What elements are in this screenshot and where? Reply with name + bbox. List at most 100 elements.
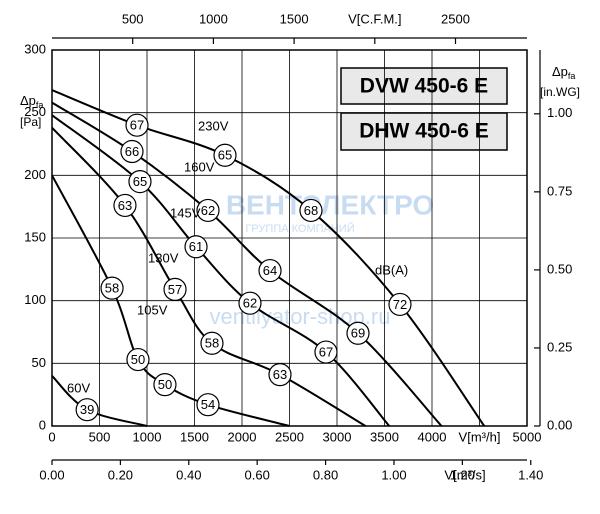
x2-tick-label: V[C.F.M.]: [348, 11, 401, 26]
x3-tick-label: 1.00: [381, 467, 406, 482]
noise-label: 63: [273, 367, 287, 382]
x3-tick-label: 0.60: [245, 467, 270, 482]
voltage-label: 160V: [184, 159, 215, 174]
noise-point: [75, 398, 99, 422]
noise-point: [213, 143, 237, 167]
y-label: Δpfa: [20, 93, 43, 110]
x2-tick-label: 500: [122, 11, 144, 26]
x-tick-label: V[m³/h]: [459, 429, 501, 444]
y-tick-label: 0: [39, 417, 46, 432]
x-tick-label: 5000: [513, 429, 542, 444]
y2-label-symbol: Δp: [552, 64, 568, 79]
noise-point: [126, 347, 150, 372]
y-tick-label: 50: [32, 355, 46, 370]
x3-tick-label: 0.00: [39, 467, 64, 482]
noise-label: 57: [168, 282, 182, 297]
noise-point: [196, 393, 220, 417]
y-tick-label: 150: [24, 229, 46, 244]
y-label-unit: [Pa]: [20, 115, 41, 129]
voltage-label: 230V: [198, 118, 229, 133]
noise-point: [100, 276, 124, 300]
x3-tick-label: 0.80: [313, 467, 338, 482]
noise-label: 54: [201, 397, 215, 412]
noise-point: [346, 321, 370, 345]
x2-tick-label: 1500: [280, 11, 309, 26]
y2-label: Δpfa: [552, 64, 575, 81]
noise-label: 68: [304, 203, 318, 218]
watermark: ВЕНТЭЛЕКТРО ГРУППА КОМПАНИЙ ventilyator-…: [210, 189, 435, 328]
y-tick-label: 200: [24, 167, 46, 182]
noise-point: [388, 292, 412, 317]
x3-tick-label: 0.20: [108, 467, 133, 482]
y2-tick-label: 0.25: [547, 339, 572, 354]
watermark-sub: ГРУППА КОМПАНИЙ: [245, 222, 354, 235]
y2-tick-label: 0.75: [547, 183, 572, 198]
y-tick-label: 100: [24, 292, 46, 307]
noise-label: 63: [118, 198, 132, 213]
noise-label: 65: [218, 148, 232, 163]
y-label-sub: fa: [36, 100, 44, 110]
noise-point: [200, 331, 224, 355]
noise-label: 67: [130, 118, 144, 133]
noise-point: [153, 373, 177, 397]
x3-tick-label: 1.20: [450, 467, 475, 482]
x2-tick-label: 2500: [441, 11, 470, 26]
y-tick-label: 250: [24, 104, 46, 119]
noise-point: [258, 258, 282, 283]
model-title: DVW 450-6 E: [360, 75, 488, 98]
x-tick-label: 1500: [180, 429, 209, 444]
noise-label: 66: [125, 144, 139, 159]
x3-tick-label: 1.40: [518, 467, 543, 482]
noise-label: 58: [205, 336, 219, 351]
voltage-label: 145V: [170, 205, 201, 220]
x-tick-label: 0: [48, 429, 55, 444]
y-tick-label: 300: [24, 41, 46, 56]
x-tick-label: 2500: [275, 429, 304, 444]
x-tick-label: 3500: [370, 429, 399, 444]
noise-point: [196, 198, 220, 223]
noise-point: [120, 139, 144, 164]
noise-point: [238, 291, 262, 315]
noise-label: 62: [243, 296, 257, 311]
y2-label-unit: [in.WG]: [540, 85, 580, 99]
noise-point: [113, 193, 137, 218]
noise-label: 65: [133, 174, 147, 189]
x3-tick-label: 0.40: [176, 467, 201, 482]
y2-tick-label: 0.00: [547, 417, 572, 432]
noise-label: 58: [105, 281, 119, 296]
noise-label: 72: [393, 297, 407, 312]
x-tick-label: 500: [89, 429, 111, 444]
x-tick-label: 1000: [133, 429, 162, 444]
y2-tick-label: 1.00: [547, 105, 572, 120]
noise-point: [314, 340, 338, 364]
noise-label: 62: [201, 203, 215, 218]
voltage-label: 60V: [67, 380, 90, 395]
x-tick-label: 2000: [228, 429, 257, 444]
noise-point: [268, 363, 292, 387]
voltage-label: 130V: [148, 250, 179, 265]
y-label-symbol: Δp: [20, 93, 36, 108]
noise-label: 69: [351, 326, 365, 341]
watermark-brand: ВЕНТЭЛЕКТРО: [226, 189, 434, 220]
y2-tick-label: 0.50: [547, 261, 572, 276]
noise-point: [163, 277, 187, 301]
x-tick-label: 4000: [418, 429, 447, 444]
noise-unit: dB(A): [375, 262, 408, 277]
voltage-label: 105V: [137, 302, 168, 317]
x2-tick-label: 1000: [199, 11, 228, 26]
x-tick-label: 3000: [323, 429, 352, 444]
y2-label-sub: fa: [568, 71, 576, 81]
noise-label: 50: [158, 377, 172, 392]
model-title: DHW 450-6 E: [359, 120, 489, 143]
noise-label: 50: [131, 352, 145, 367]
noise-label: 61: [189, 239, 203, 254]
noise-point: [125, 113, 149, 137]
noise-point: [299, 198, 323, 223]
noise-label: 67: [319, 344, 333, 359]
noise-point: [128, 170, 152, 194]
x3-label: V[m³/s]: [444, 467, 485, 482]
noise-point: [184, 235, 208, 259]
noise-label: 64: [263, 263, 277, 278]
noise-label: 39: [80, 402, 94, 417]
